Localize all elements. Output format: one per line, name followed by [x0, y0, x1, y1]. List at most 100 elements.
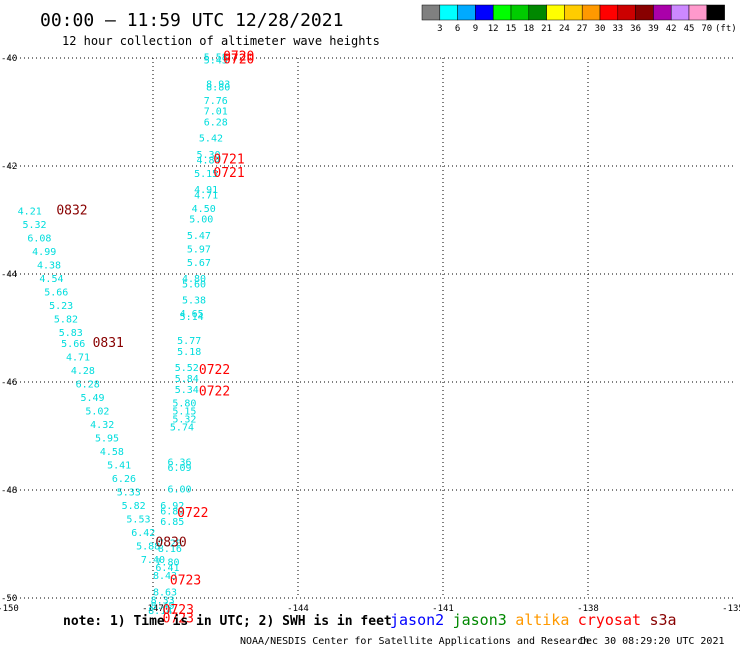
swh-point-label: 5.58 — [204, 53, 228, 64]
swh-point-label: 5.23 — [49, 301, 73, 312]
pass-time-label: 0723 — [163, 603, 194, 618]
colorbar-label: 21 — [541, 24, 552, 34]
swh-point-label: 5.00 — [189, 215, 213, 226]
colorbar: 3 6 9 12 15 18 21 24 27 30 33 36 39 42 45 70 — [421, 4, 725, 34]
colorbar-label: 30 — [595, 24, 606, 34]
swh-point-label: 4.84 — [197, 155, 221, 166]
swh-point-label: 5.33 — [117, 487, 141, 498]
swh-point-label: 5.34 — [175, 385, 199, 396]
swh-point-label: 5.43 — [204, 55, 228, 66]
footer-note: note: 1) Time is in UTC; 2) SWH is in fe… — [63, 614, 392, 629]
pass-time-label: 0723 — [163, 611, 194, 626]
swh-point-label: 7.80 — [155, 558, 179, 569]
colorbar-swatch — [475, 4, 494, 21]
swh-point-label: 4.65 — [180, 309, 204, 320]
y-tick-label: -50 — [1, 594, 17, 604]
swh-point-label: 5.95 — [95, 433, 119, 444]
swh-point-label: 6.41 — [155, 563, 179, 574]
swh-point-label: 7.20 — [158, 539, 182, 550]
colorbar-swatch — [492, 4, 512, 21]
pass-time-label: 0722 — [177, 506, 208, 521]
swh-point-label: 5.82 — [54, 315, 78, 326]
swh-point-label: 6.92 — [160, 501, 184, 512]
pass-time-label: 0721 — [213, 166, 244, 181]
colorbar-swatch — [564, 4, 583, 21]
y-tick-label: -40 — [1, 54, 17, 64]
swh-point-label: 5.41 — [107, 460, 131, 471]
pass-time-label: 0720 — [223, 50, 254, 65]
colorbar-swatch — [439, 4, 458, 21]
swh-point-label: 5.42 — [199, 134, 223, 145]
colorbar-label: 9 — [473, 24, 478, 34]
swh-point-label: 5.88 — [136, 541, 160, 552]
colorbar-swatch — [670, 4, 690, 21]
colorbar-swatch — [617, 4, 636, 21]
swh-point-label: 5.74 — [170, 423, 194, 434]
pass-labels: 0720072007210721072207220722072307230723… — [56, 50, 254, 627]
swh-point-label: 5.83 — [59, 328, 83, 339]
swh-point-label: 6.00 — [168, 485, 192, 496]
colorbar-swatch — [688, 4, 708, 21]
pass-time-label: 0830 — [155, 536, 186, 551]
swh-point-label: 5.66 — [44, 288, 68, 299]
swh-point-label: 5.66 — [61, 339, 85, 350]
colorbar-label: 15 — [506, 24, 517, 34]
swh-point-label: 5.52 — [175, 363, 199, 374]
swh-point-label: 5.77 — [177, 336, 201, 347]
swh-point-label: 4.58 — [100, 447, 124, 458]
colorbar-swatch — [653, 4, 672, 21]
y-tick-label: -42 — [1, 162, 17, 172]
swh-point-label: 6.89 — [160, 506, 184, 517]
swh-point-label: 6.26 — [112, 474, 136, 485]
swh-point-label: 5.14 — [180, 312, 204, 323]
colorbar-swatch — [599, 4, 619, 21]
swh-point-label: 4.71 — [66, 352, 90, 363]
colorbar-swatch — [510, 4, 530, 21]
swh-point-label: 4.28 — [71, 366, 95, 377]
swh-point-label: 5.80 — [172, 398, 196, 409]
swh-point-label: 6.36 — [168, 458, 192, 469]
colorbar-unit: (ft) — [715, 24, 737, 34]
colorbar-label: 27 — [577, 24, 588, 34]
swh-point-label: 5.67 — [187, 258, 211, 269]
swh-point-label: 5.60 — [182, 280, 206, 291]
colorbar-swatch — [546, 4, 565, 21]
swh-point-label: 7.76 — [204, 96, 228, 107]
colorbar-label: 70 — [701, 24, 712, 34]
swh-point-label: 4.21 — [18, 207, 42, 218]
swh-point-label: 8.49 — [151, 601, 175, 612]
swh-point-label: 5.47 — [187, 231, 211, 242]
legend-jason3: jason3 — [453, 611, 507, 629]
colorbar-label: 3 — [437, 24, 442, 34]
swh-point-label: 4.99 — [32, 247, 56, 258]
chart-title: 00:00 – 11:59 UTC 12/28/2021 — [40, 10, 343, 31]
swh-point-label: 7.01 — [204, 107, 228, 118]
x-tick-label: -150 — [0, 604, 19, 614]
colorbar-label: 39 — [648, 24, 659, 34]
satellite-legend: jason2 jason3 altika cryosat s3a — [390, 611, 677, 629]
pass-time-label: 0831 — [93, 336, 124, 351]
chart-subtitle: 12 hour collection of altimeter wave hei… — [62, 34, 380, 48]
swh-point-label: 5.38 — [182, 296, 206, 307]
pass-time-label: 0720 — [223, 52, 254, 67]
x-tick-label: -135 — [722, 604, 740, 614]
swh-point-label: 7.40 — [141, 555, 165, 566]
colorbar-label: 24 — [559, 24, 570, 34]
legend-altika: altika — [515, 611, 569, 629]
swh-point-label: 4.38 — [37, 261, 61, 272]
pass-time-label: 0832 — [56, 204, 87, 219]
swh-point-label: 5.32 — [172, 415, 196, 426]
swh-point-label: 5.53 — [126, 514, 150, 525]
swh-point-label: 6.85 — [160, 517, 184, 528]
pass-time-label: 0723 — [170, 574, 201, 589]
footer-timestamp: Dec 30 08:29:20 UTC 2021 — [580, 636, 725, 647]
y-tick-label: -44 — [1, 270, 17, 280]
swh-point-label: 4.50 — [192, 204, 216, 215]
swh-point-label: 5.02 — [85, 406, 109, 417]
colorbar-swatch — [706, 4, 725, 21]
pass-time-label: 0721 — [213, 152, 244, 167]
axis-ticks: -150 -147 -144 -141 -138 -135 -40 -42 -44 -46 -48 -… — [0, 54, 740, 614]
colorbar-swatch — [635, 4, 654, 21]
swh-point-label: 5.84 — [175, 374, 199, 385]
